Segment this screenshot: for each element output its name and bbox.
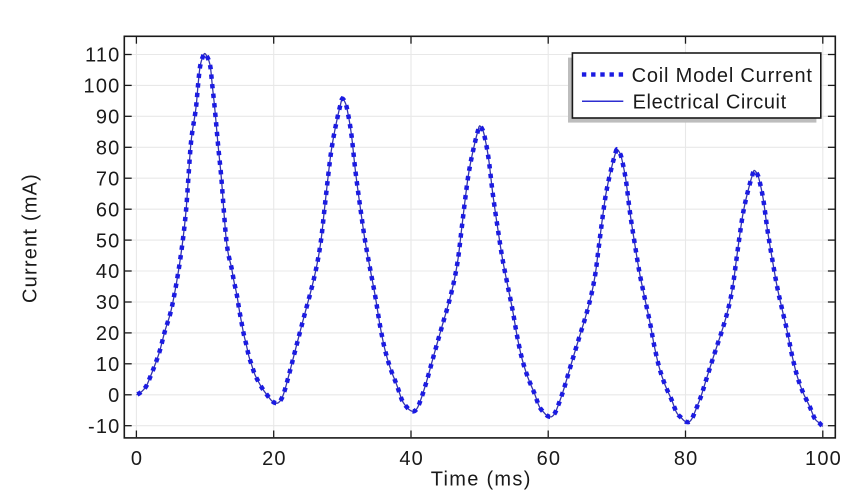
svg-text:30: 30 <box>96 292 121 314</box>
svg-text:40: 40 <box>399 448 424 470</box>
svg-text:-10: -10 <box>88 416 121 438</box>
svg-text:Time (ms): Time (ms) <box>431 468 532 490</box>
svg-text:Coil Model Current: Coil Model Current <box>632 65 813 87</box>
svg-text:90: 90 <box>96 107 121 129</box>
svg-text:70: 70 <box>96 168 121 190</box>
svg-text:10: 10 <box>96 354 121 376</box>
svg-text:40: 40 <box>96 261 121 283</box>
svg-text:50: 50 <box>96 230 121 252</box>
svg-text:80: 80 <box>96 138 121 160</box>
svg-text:100: 100 <box>805 448 842 470</box>
svg-text:0: 0 <box>131 448 143 470</box>
svg-text:0: 0 <box>108 385 120 407</box>
svg-text:Electrical Circuit: Electrical Circuit <box>633 92 787 114</box>
svg-text:60: 60 <box>537 448 562 470</box>
svg-text:80: 80 <box>674 448 699 470</box>
svg-text:100: 100 <box>84 76 121 98</box>
svg-text:110: 110 <box>85 45 121 67</box>
svg-text:60: 60 <box>96 199 121 221</box>
svg-text:Current (mA): Current (mA) <box>19 173 41 303</box>
svg-text:20: 20 <box>96 323 121 345</box>
svg-text:20: 20 <box>262 448 287 470</box>
